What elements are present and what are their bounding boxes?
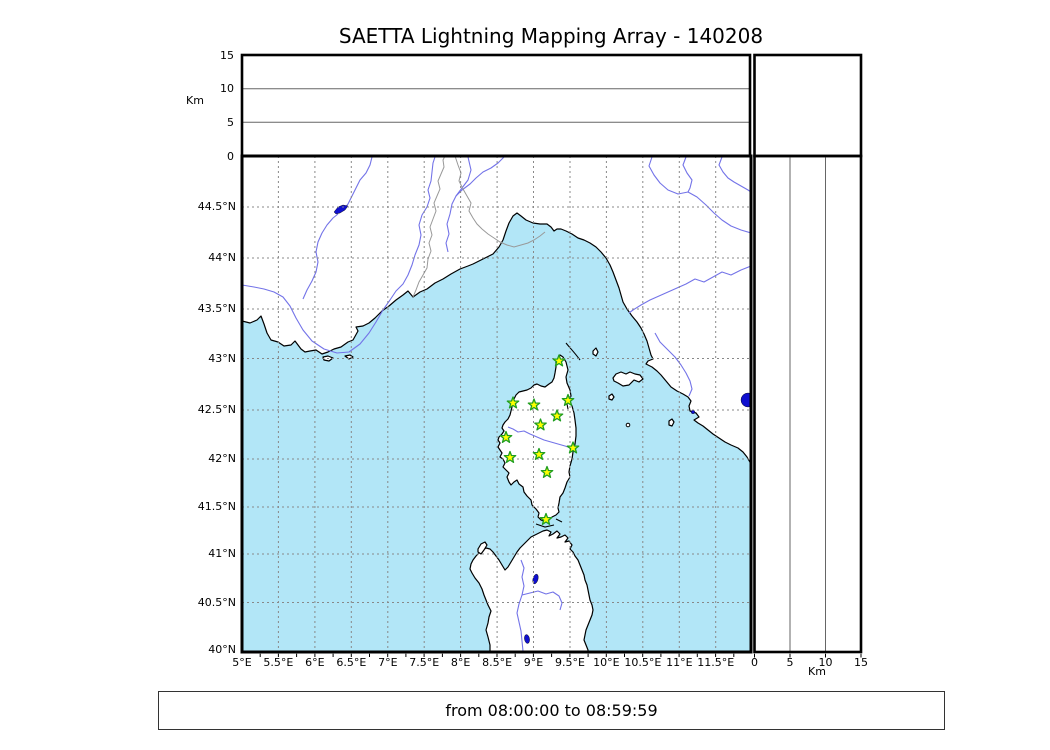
lon-tick-label: 9.5°E bbox=[555, 656, 585, 669]
lon-tick-label: 7.5°E bbox=[409, 656, 440, 669]
alt-tick-label-right: 15 bbox=[854, 656, 868, 669]
island-giglio bbox=[668, 418, 675, 427]
lon-tick-label: 6°E bbox=[305, 656, 325, 669]
islets-bonifacio-strait bbox=[535, 518, 563, 528]
lat-tick-label: 44°N bbox=[208, 251, 236, 264]
alt-tick-label: 10 bbox=[220, 82, 234, 96]
alt-tick-label-right: 0 bbox=[751, 656, 758, 669]
river-ombrone bbox=[654, 332, 693, 397]
map-content bbox=[242, 156, 751, 652]
lat-tick-label: 40°N bbox=[208, 643, 236, 656]
river-golo-corsica bbox=[507, 426, 572, 449]
alt-tick-label-right: 10 bbox=[818, 656, 833, 669]
lat-tick-label: 42.5°N bbox=[197, 403, 236, 416]
alt-tick-label: 0 bbox=[227, 149, 234, 163]
map-frame bbox=[240, 154, 753, 654]
border-liguria bbox=[454, 156, 546, 248]
axis-ticks bbox=[259, 653, 862, 658]
time-range-text: from 08:00:00 to 08:59:59 bbox=[445, 701, 658, 720]
lon-tick-label: 11.5°E bbox=[697, 656, 735, 669]
alt-tick-label: 5 bbox=[227, 115, 234, 129]
river-sardinia-branch bbox=[521, 590, 563, 611]
lat-tick-label: 42°N bbox=[208, 452, 236, 465]
altitude-axis-unit-label: Km bbox=[186, 94, 204, 107]
lon-tick-label: 8°E bbox=[450, 656, 471, 669]
lat-tick-label: 41°N bbox=[208, 547, 236, 560]
river-sardinia-main bbox=[516, 559, 525, 652]
river-topright bbox=[718, 156, 751, 193]
lon-tick-label: 7°E bbox=[378, 656, 398, 669]
lon-tick-label: 5°E bbox=[232, 656, 252, 669]
river-upper-durance bbox=[302, 156, 373, 300]
lat-tick-label: 43.5°N bbox=[197, 302, 236, 315]
lat-tick-label: 41.5°N bbox=[197, 500, 236, 513]
lat-tick-label: 44.5°N bbox=[197, 200, 236, 213]
altitude-axis-unit-label-right: Km bbox=[808, 665, 826, 678]
top-altitude-panel bbox=[240, 53, 752, 158]
page-title: SAETTA Lightning Mapping Array - 140208 bbox=[338, 24, 764, 48]
coastline-sardinia bbox=[469, 529, 594, 652]
corner-panel bbox=[753, 53, 863, 158]
lon-tick-label: 11°E bbox=[666, 656, 693, 669]
right-altitude-panel bbox=[753, 154, 863, 654]
river-piemonte-a bbox=[445, 156, 472, 253]
coastline-mainland bbox=[242, 156, 751, 465]
time-range-box: from 08:00:00 to 08:59:59 bbox=[158, 691, 945, 730]
lon-tick-label: 8.5°E bbox=[482, 656, 513, 669]
island-elba bbox=[612, 371, 644, 387]
island-pianosa bbox=[608, 393, 615, 401]
island-capraia bbox=[592, 347, 599, 357]
lat-tick-label: 43°N bbox=[208, 351, 236, 365]
lake-sardinia-south bbox=[524, 634, 530, 644]
alt-tick-label: 15 bbox=[220, 48, 234, 62]
lake-sardinia-coghinas bbox=[532, 573, 539, 585]
lon-tick-label: 5.5°E bbox=[263, 656, 294, 669]
river-apennine-a bbox=[648, 156, 751, 234]
island-montecristo bbox=[625, 422, 631, 428]
alt-tick-label-right: 5 bbox=[786, 656, 794, 669]
border-france-italy bbox=[412, 156, 446, 298]
lon-tick-label: 9°E bbox=[523, 656, 544, 669]
river-arno bbox=[628, 265, 751, 314]
lake-bolsena bbox=[740, 392, 751, 408]
coastline-corsica bbox=[497, 354, 577, 523]
lake-orbetello bbox=[691, 410, 696, 415]
lon-tick-label: 10.5°E bbox=[624, 656, 662, 669]
lat-tick-label: 40.5°N bbox=[197, 595, 236, 609]
lon-tick-label: 6.5°E bbox=[336, 656, 367, 669]
lon-tick-label: 10°E bbox=[593, 656, 620, 669]
river-apennine-b bbox=[682, 156, 693, 193]
river-durance bbox=[242, 156, 436, 354]
island-asinara bbox=[477, 541, 488, 555]
